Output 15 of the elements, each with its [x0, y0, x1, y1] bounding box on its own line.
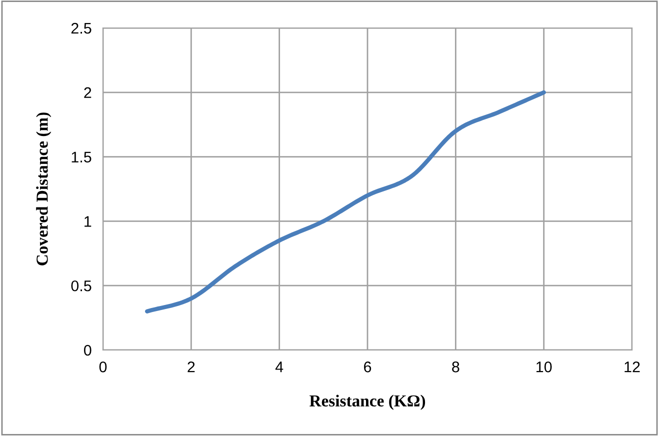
y-tick-label: 1.5	[72, 152, 92, 162]
y-tick-label: 2.5	[71, 22, 92, 34]
y-tick-label: 1	[84, 216, 92, 227]
x-axis-title: Resistance (KΩ)	[310, 394, 426, 410]
x-tick-label: 12	[624, 362, 640, 372]
x-tick-label: 6	[364, 362, 372, 372]
y-axis-title: Covered Distance (m)	[36, 112, 52, 266]
x-tick-label: 2	[188, 362, 195, 372]
x-tick-label: 0	[99, 362, 107, 372]
x-tick-label: 4	[275, 362, 284, 372]
y-tick-label: 0	[84, 344, 92, 356]
y-tick-label: 0.5	[71, 280, 92, 292]
y-tick-label: 2	[84, 87, 92, 98]
x-tick-label: 10	[536, 362, 552, 372]
x-tick-label: 8	[452, 362, 460, 372]
